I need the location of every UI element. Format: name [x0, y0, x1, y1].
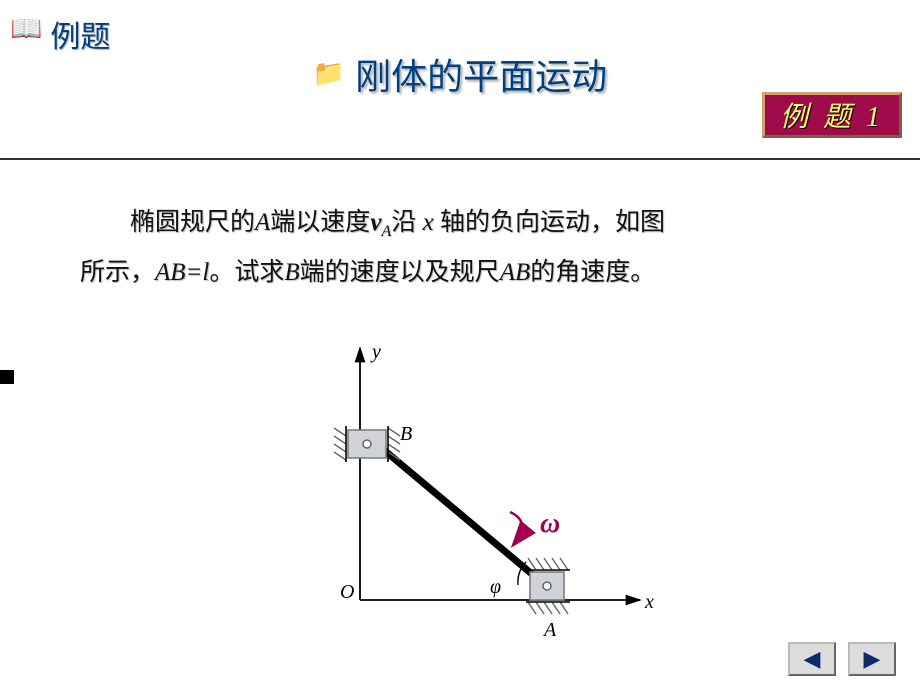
origin-label: O: [340, 581, 354, 603]
t8: 的角速度。: [530, 259, 655, 286]
page-title: 刚体的平面运动: [355, 57, 607, 97]
label-a: A: [542, 619, 557, 641]
y-label: y: [370, 341, 381, 363]
t1: 椭圆规尺的: [130, 209, 255, 236]
pABeq: AB=l: [155, 259, 209, 286]
side-marker: [0, 370, 14, 384]
pv: v: [370, 209, 381, 236]
omega-arrow: [510, 512, 522, 544]
t6: 。试求: [209, 259, 284, 286]
pA: A: [255, 209, 270, 236]
t4: 轴的负向运动，如图: [440, 209, 665, 236]
mechanism-diagram: y x O φ ω B: [300, 340, 680, 650]
pAB: AB: [500, 259, 531, 286]
pB: B: [284, 259, 299, 286]
t5: 所示，: [80, 259, 155, 286]
problem-text: 椭圆规尺的A端以速度vA沿 x 轴的负向运动，如图 所示，AB=l。试求B端的速…: [80, 198, 840, 298]
prev-icon: ◀: [804, 646, 821, 672]
x-label: x: [644, 591, 654, 613]
divider: [0, 158, 920, 160]
example-badge-text: 例 题 1: [780, 95, 884, 135]
px: x: [416, 209, 440, 236]
t7: 端的速度以及规尺: [300, 259, 500, 286]
folder-icon: 📁: [313, 59, 345, 88]
book-icon: 📖: [10, 14, 42, 44]
t3: 沿: [391, 209, 416, 236]
t2: 端以速度: [270, 209, 370, 236]
label-b: B: [400, 423, 412, 445]
slider-a: [526, 558, 570, 614]
bar-ab: [378, 445, 545, 585]
example-badge: 例 题 1: [762, 92, 902, 138]
angle-label: φ: [490, 576, 501, 598]
next-button[interactable]: ▶: [848, 642, 896, 676]
next-icon: ▶: [864, 646, 881, 672]
omega-label: ω: [540, 508, 560, 539]
prev-button[interactable]: ◀: [788, 642, 836, 676]
pvA: A: [381, 222, 391, 240]
